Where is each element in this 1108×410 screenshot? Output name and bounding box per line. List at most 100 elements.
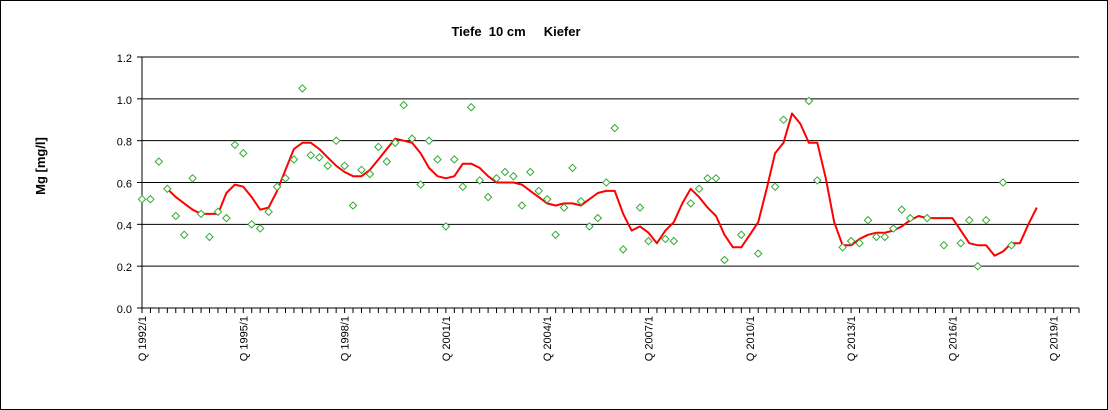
data-point xyxy=(568,163,577,173)
data-point xyxy=(424,136,434,146)
point-layer xyxy=(137,84,1016,271)
y-tick-label: 0.4 xyxy=(117,220,132,232)
data-point xyxy=(196,209,206,219)
data-point xyxy=(213,207,223,217)
data-point xyxy=(846,236,856,246)
data-point xyxy=(247,219,257,229)
data-point xyxy=(686,199,696,208)
data-point xyxy=(939,240,949,250)
data-point xyxy=(357,165,366,175)
data-point xyxy=(720,255,729,265)
y-tick-label: 0.2 xyxy=(117,262,132,274)
data-point xyxy=(390,138,400,148)
y-axis-title: Mg [mg/l] xyxy=(33,137,48,195)
data-point xyxy=(863,215,873,225)
data-point xyxy=(635,203,645,212)
data-point xyxy=(1007,240,1016,250)
data-point xyxy=(669,236,679,246)
data-point xyxy=(753,249,763,258)
data-point xyxy=(956,238,966,248)
data-point xyxy=(905,213,915,223)
y-tick-label: 0.6 xyxy=(117,179,132,191)
data-point xyxy=(888,224,898,233)
data-point xyxy=(897,205,907,215)
data-point xyxy=(179,230,189,240)
data-point xyxy=(475,176,485,185)
data-point xyxy=(466,102,476,112)
data-point xyxy=(230,140,240,150)
data-point xyxy=(973,261,983,271)
data-point xyxy=(146,194,155,204)
data-point xyxy=(289,155,299,164)
data-point xyxy=(838,242,847,252)
data-point xyxy=(559,203,569,212)
data-point xyxy=(500,167,510,177)
data-point xyxy=(981,215,991,225)
x-tick-label: Q 2007/1 xyxy=(643,316,655,361)
data-point xyxy=(618,245,628,254)
y-tick-label: 0.0 xyxy=(117,304,132,316)
data-point xyxy=(340,161,349,171)
data-point xyxy=(407,134,417,143)
data-point xyxy=(255,224,265,233)
data-point xyxy=(998,178,1008,187)
data-point xyxy=(348,201,358,210)
x-tick-label: Q 2001/1 xyxy=(441,316,453,361)
data-point xyxy=(298,84,307,93)
data-point xyxy=(804,96,814,106)
data-point xyxy=(281,173,290,183)
data-point xyxy=(137,194,147,204)
data-point xyxy=(382,157,392,166)
data-point xyxy=(517,201,527,210)
x-tick-label: Q 1998/1 xyxy=(340,316,352,361)
data-point xyxy=(694,184,704,194)
axis-layer: 0.0 0.2 0.4 0.6 0.8 1.0 1.2 Q 1992/1 Q 1995/1 Q 1… xyxy=(117,53,1080,361)
data-point xyxy=(205,232,214,242)
data-point xyxy=(736,230,746,240)
data-point xyxy=(593,213,603,223)
data-point xyxy=(509,171,518,181)
y-tick-label: 1.2 xyxy=(117,53,132,65)
x-tick-label: Q 2010/1 xyxy=(745,316,757,361)
y-tick-label: 0.8 xyxy=(117,137,132,149)
data-point xyxy=(365,169,375,179)
x-tick-label: Q 1995/1 xyxy=(238,316,250,361)
chart-title: Tiefe 10 cm Kiefer xyxy=(451,24,580,39)
data-point xyxy=(441,222,451,231)
x-tick-label: Q 2004/1 xyxy=(542,316,554,361)
x-tick-label: Q 2016/1 xyxy=(947,316,959,361)
data-point xyxy=(525,167,535,177)
data-point xyxy=(306,150,316,160)
data-point xyxy=(188,173,197,183)
data-point xyxy=(222,213,231,223)
data-point xyxy=(576,196,586,206)
data-point xyxy=(416,180,425,189)
data-point xyxy=(855,238,864,248)
data-point xyxy=(323,161,333,171)
data-point xyxy=(770,182,780,192)
data-point xyxy=(374,142,383,152)
data-point xyxy=(314,153,324,162)
data-point xyxy=(812,176,822,185)
x-tick-label: Q 2013/1 xyxy=(846,316,858,361)
data-point xyxy=(964,215,974,225)
data-point xyxy=(449,155,459,164)
data-point xyxy=(585,222,594,231)
data-point xyxy=(872,232,881,242)
data-point xyxy=(331,136,341,146)
data-point xyxy=(399,100,409,110)
data-point xyxy=(154,157,164,166)
data-point xyxy=(542,194,552,204)
data-point xyxy=(272,182,282,192)
data-point xyxy=(551,230,560,240)
data-point xyxy=(458,182,468,192)
data-point xyxy=(779,115,788,124)
data-point xyxy=(162,184,172,194)
data-point xyxy=(644,236,653,246)
data-point xyxy=(238,148,248,158)
data-point xyxy=(711,173,721,183)
data-point xyxy=(880,232,890,242)
data-point xyxy=(483,192,493,202)
